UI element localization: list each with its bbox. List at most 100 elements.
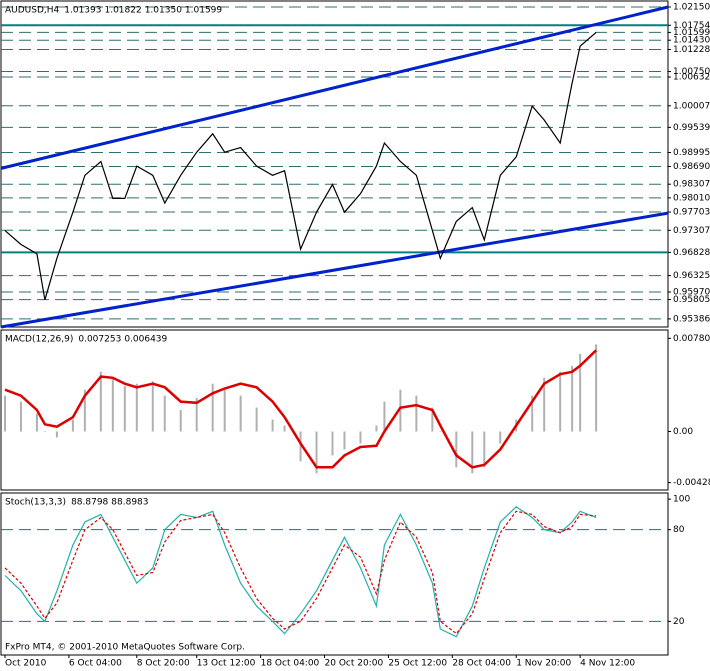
indicator-line [4,349,597,469]
histogram-bar [223,389,226,432]
histogram-bar [595,344,598,432]
panel-frame [0,329,669,491]
y-tick-label: 0.98010 [673,193,710,203]
reading: 1.01350 [145,6,182,16]
histogram-bar [3,395,6,432]
y-tick-label: 20 [673,617,685,627]
histogram-bar [383,401,386,432]
histogram-bar [83,389,86,432]
panel-frame [0,0,669,328]
histogram-bar [211,383,214,432]
x-tick-label: 20 Oct 20:00 [325,659,384,669]
histogram-bar [135,383,138,432]
histogram-bar [431,407,434,432]
histogram-bar [43,431,46,432]
histogram-bar [111,377,114,432]
y-tick-label: 80 [673,525,685,535]
histogram-bar [299,431,302,462]
histogram-bar [255,407,258,432]
histogram-bar [99,371,102,432]
reading: 88.8798 [71,498,108,508]
histogram-bar [55,431,58,438]
y-tick-label: 0.97307 [673,226,710,236]
histogram-bar [559,371,562,432]
y-tick-label: 1.01754 [673,21,710,31]
reading: 88.8983 [111,498,148,508]
x-tick-label: 13 Oct 12:00 [197,659,256,669]
reading: 0.006439 [124,335,167,345]
x-tick-label: 25 Oct 12:00 [388,659,447,669]
x-tick-label: 18 Oct 04:00 [261,659,320,669]
panel-frame [0,492,669,656]
trendline [0,211,669,329]
panel-title: Stoch(13,3,3) [5,498,66,508]
histogram-bar [331,431,334,456]
histogram-bar [399,389,402,432]
y-tick-label: 1.01228 [673,45,710,55]
y-tick-label: 100 [673,495,690,505]
y-tick-label: 1.01430 [673,36,710,46]
y-tick-label: 0.95805 [673,295,710,305]
x-tick-label: 1 Nov 20:00 [516,659,571,669]
y-tick-label: 0.98995 [673,148,710,158]
histogram-bar [455,431,458,468]
histogram-bar [415,395,418,432]
histogram-bar [579,353,582,432]
histogram-bar [179,410,182,432]
y-tick-label: 0.95386 [673,314,710,324]
trendline [0,5,669,170]
histogram-bar [439,431,442,432]
histogram-bar [35,413,38,432]
histogram-bar [315,431,318,474]
histogram-bar [571,365,574,432]
panel-title: MACD(12,26,9) [5,335,73,345]
histogram-bar [123,386,126,432]
indicator-line [4,506,597,638]
y-tick-label: 0.98690 [673,162,710,172]
y-tick-label: 0.98307 [673,180,710,190]
reading: 1.01393 [64,6,101,16]
x-tick-label: Oct 2010 [5,659,47,669]
histogram-bar [359,431,362,444]
y-tick-label: 0.96828 [673,248,710,258]
histogram-bar [543,377,546,432]
y-tick-label: 0.99539 [673,123,710,133]
histogram-bar [283,425,286,432]
reading: 0.007253 [78,335,121,345]
y-tick-label: 0.97703 [673,208,710,218]
histogram-bar [471,431,474,474]
x-tick-label: 8 Oct 20:00 [137,659,190,669]
histogram-bar [19,401,22,432]
histogram-bar [239,395,242,432]
y-tick-label: 0.96325 [673,271,710,281]
x-tick-label: 4 Nov 12:00 [580,659,635,669]
y-tick-label: 1.00632 [673,72,710,82]
y-tick-label: 0.95970 [673,287,710,297]
y-tick-label: 1.02150 [673,2,710,12]
y-tick-label: 1.00750 [673,67,710,77]
y-tick-label: 0.00 [673,427,693,437]
histogram-bar [531,395,534,432]
histogram-bar [71,419,74,432]
histogram-bar [343,431,346,450]
panel-title: AUDUSD,H4 [5,6,60,16]
copyright: FxPro MT4, © 2001-2010 MetaQuotes Softwa… [5,643,245,653]
indicator-line [4,510,597,635]
histogram-bar [483,431,486,468]
reading: 1.01599 [185,6,222,16]
y-tick-label: 1.01599 [673,28,710,38]
price-line [4,31,597,300]
histogram-bar [375,425,378,432]
y-tick-label: -0.004283 [673,478,710,488]
histogram-bar [195,398,198,432]
histogram-bar [499,431,502,444]
histogram-bar [271,419,274,432]
x-tick-label: 6 Oct 04:00 [69,659,122,669]
x-tick-label: 28 Oct 04:00 [452,659,511,669]
histogram-bar [151,381,154,432]
y-tick-label: 1.00007 [673,101,710,111]
histogram-bar [163,395,166,432]
